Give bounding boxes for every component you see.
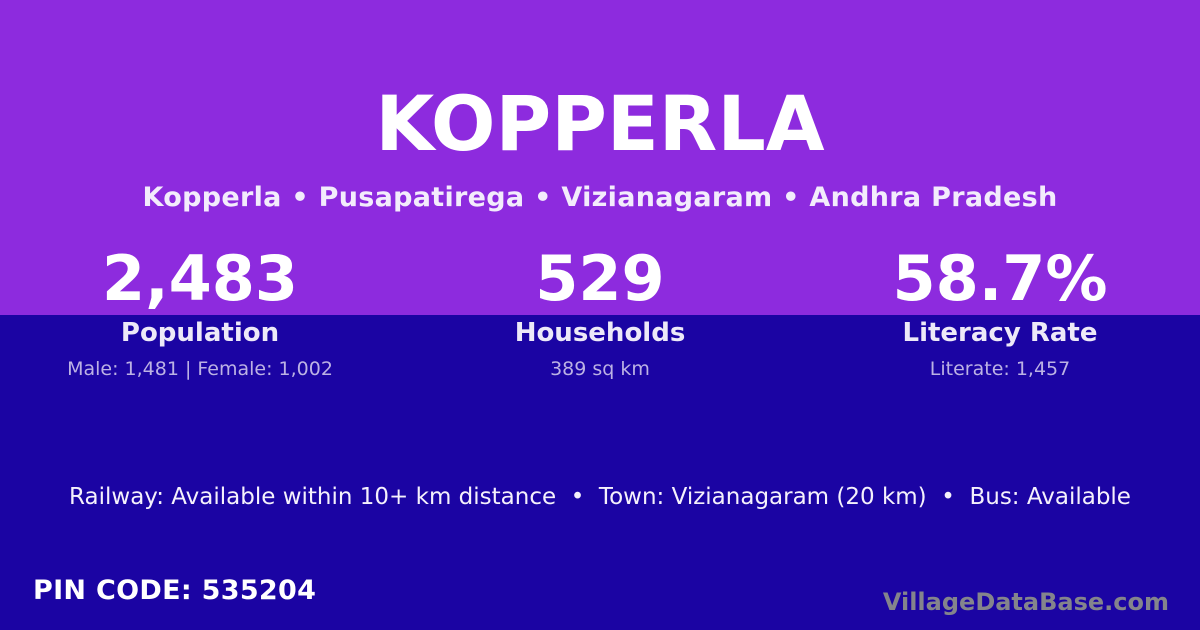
stats-row: 2,483 Population Male: 1,481 | Female: 1… bbox=[0, 243, 1200, 381]
households-sublabel: 389 sq km bbox=[550, 358, 650, 380]
population-sublabel: Male: 1,481 | Female: 1,002 bbox=[67, 358, 333, 380]
breadcrumb: Kopperla • Pusapatirega • Vizianagaram •… bbox=[142, 182, 1058, 213]
stat-literacy: 58.7% Literacy Rate Literate: 1,457 bbox=[800, 243, 1200, 381]
pin-code: PIN CODE: 535204 bbox=[33, 575, 317, 606]
site-watermark: VillageDataBase.com bbox=[882, 588, 1169, 616]
population-value: 2,483 bbox=[101, 242, 299, 315]
literacy-sublabel: Literate: 1,457 bbox=[929, 358, 1071, 380]
population-label: Population bbox=[120, 318, 280, 348]
households-value: 529 bbox=[535, 242, 665, 315]
literacy-value: 58.7% bbox=[892, 242, 1108, 315]
purple-header-background bbox=[0, 0, 1200, 315]
stat-households: 529 Households 389 sq km bbox=[400, 243, 800, 381]
transport-facts-line: Railway: Available within 10+ km distanc… bbox=[69, 484, 1131, 510]
page-title: KOPPERLA bbox=[375, 79, 825, 168]
literacy-label: Literacy Rate bbox=[902, 318, 1098, 348]
stat-population: 2,483 Population Male: 1,481 | Female: 1… bbox=[0, 243, 400, 381]
households-label: Households bbox=[514, 318, 686, 348]
